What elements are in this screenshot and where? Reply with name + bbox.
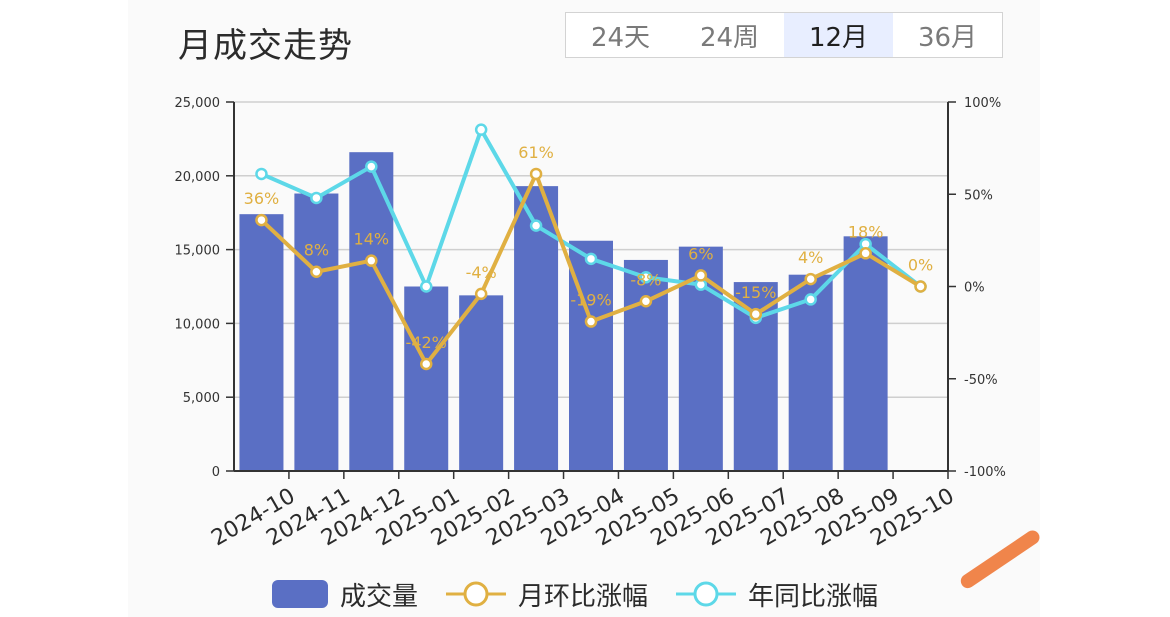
yoy-point <box>584 252 598 266</box>
left-axis-tick-label: 0 <box>212 465 220 480</box>
right-axis-tick-label: 100% <box>964 96 1001 111</box>
mom-point <box>859 247 872 260</box>
bar <box>459 295 504 471</box>
bar <box>294 193 339 471</box>
legend-label-yoy: 年同比涨幅 <box>748 581 879 612</box>
mom-point <box>255 213 268 227</box>
mom-data-label: 8% <box>304 241 329 260</box>
yoy-point <box>419 280 433 293</box>
mom-data-label: -42% <box>406 333 447 352</box>
tab-36-months[interactable]: 36月 <box>917 22 978 53</box>
yoy-point <box>474 123 488 136</box>
yoy-point <box>639 271 653 284</box>
right-axis-tick-label: 0% <box>964 281 985 296</box>
mom-data-label: 36% <box>244 189 280 208</box>
right-axis-tick-label: 50% <box>964 188 993 203</box>
mom-data-label: 14% <box>354 230 390 249</box>
mom-data-label: -4% <box>466 263 497 282</box>
mom-point <box>529 167 543 181</box>
line-circle-swatch-icon <box>676 581 737 607</box>
bar <box>623 259 668 471</box>
mom-point <box>474 287 488 301</box>
left-axis-tick-label: 5,000 <box>183 391 220 406</box>
mom-data-label: 0% <box>908 256 933 275</box>
bar <box>349 152 394 471</box>
legend-label-mom: 月环比涨幅 <box>518 581 649 612</box>
mom-point <box>694 269 708 282</box>
yoy-point <box>529 219 543 232</box>
legend-item-yoy[interactable]: 年同比涨幅 <box>674 576 878 613</box>
left-axis-tick-label: 10,000 <box>175 317 221 332</box>
yoy-point <box>804 293 817 306</box>
chart-legend: 成交量 月环比涨幅 年同比涨幅 <box>270 572 904 616</box>
bar <box>404 286 449 471</box>
tab-24-days[interactable]: 24天 <box>590 22 651 53</box>
mom-point <box>639 295 653 308</box>
right-axis-tick-label: -100% <box>964 465 1006 480</box>
mom-point <box>584 315 598 328</box>
legend-item-mom[interactable]: 月环比涨幅 <box>444 576 648 613</box>
mom-point <box>419 357 433 371</box>
bar <box>239 214 284 471</box>
mom-data-label: 4% <box>798 248 823 267</box>
tab-12-months[interactable]: 12月 <box>784 13 893 57</box>
legend-label-volume: 成交量 <box>340 581 419 612</box>
yoy-point <box>310 191 323 205</box>
tab-24-weeks[interactable]: 24周 <box>699 22 760 53</box>
bar-swatch-icon <box>272 580 328 608</box>
mom-data-label: 18% <box>848 222 884 241</box>
legend-item-volume[interactable]: 成交量 <box>270 576 418 613</box>
mom-data-label: -19% <box>570 291 611 310</box>
mom-point <box>365 254 378 267</box>
yoy-point <box>255 167 268 181</box>
mom-data-label: -8% <box>630 270 661 289</box>
left-axis-tick-label: 15,000 <box>175 244 221 259</box>
period-tabs: 24天 24周 12月 36月 <box>565 12 1003 58</box>
mom-data-label: -15% <box>735 283 776 302</box>
mom-point <box>310 265 323 278</box>
bar <box>788 274 833 471</box>
left-axis-tick-label: 20,000 <box>175 170 221 185</box>
mom-data-label: 61% <box>518 143 554 162</box>
mom-point <box>749 307 763 321</box>
mom-point <box>804 272 817 286</box>
yoy-point <box>365 160 378 173</box>
line-circle-swatch-icon <box>446 581 507 607</box>
page-title: 月成交走势 <box>178 26 353 66</box>
right-axis-tick-label: -50% <box>964 373 998 388</box>
left-axis-tick-label: 25,000 <box>175 96 221 111</box>
mom-point <box>914 280 927 293</box>
bar <box>843 236 888 471</box>
mom-data-label: 6% <box>688 244 713 263</box>
